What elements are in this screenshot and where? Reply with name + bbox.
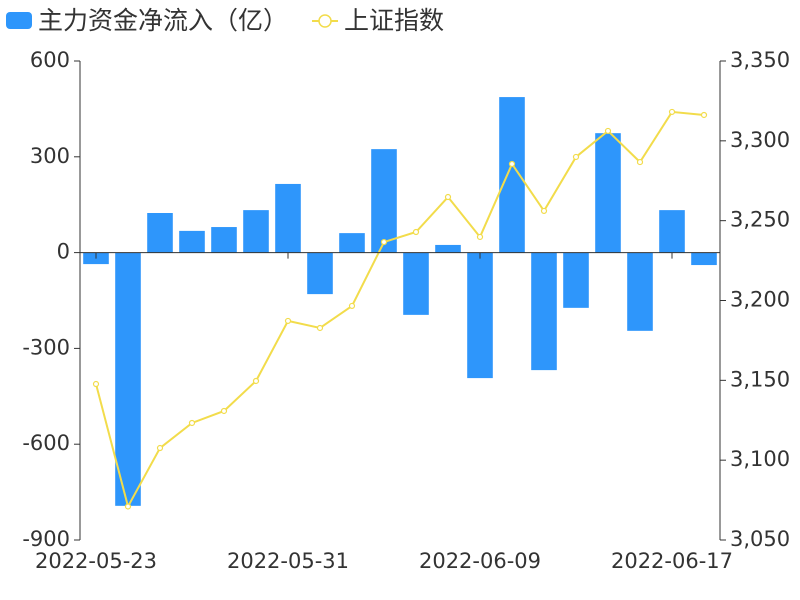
point (220, 407, 228, 415)
y-tick-label: -900 (22, 527, 70, 551)
bar (243, 210, 269, 253)
point (540, 207, 548, 215)
legend-label: 主力资金净流入（亿） (38, 6, 288, 35)
y-tick-label: 300 (30, 144, 70, 168)
x-tick-label: 2022-06-17 (611, 549, 733, 573)
bar (499, 97, 525, 253)
x-tick-label: 2022-06-09 (419, 549, 541, 573)
point (316, 324, 324, 332)
point (668, 108, 676, 116)
point (348, 302, 356, 310)
bar (179, 230, 205, 253)
y2-tick-label: 3,350 (730, 48, 790, 72)
point (380, 238, 388, 246)
bar (211, 227, 237, 253)
legend-swatch (318, 14, 332, 28)
point (604, 127, 612, 135)
bar (595, 133, 621, 253)
bar (531, 252, 557, 371)
point (700, 111, 708, 119)
point (188, 419, 196, 427)
point (92, 380, 100, 388)
y2-tick-label: 3,300 (730, 128, 790, 152)
point (412, 228, 420, 236)
y2-tick-label: 3,050 (730, 527, 790, 551)
y-tick-label: 600 (30, 48, 70, 72)
x-tick-label: 2022-05-31 (227, 549, 349, 573)
y2-tick-label: 3,200 (730, 288, 790, 312)
point (636, 158, 644, 166)
y2-tick-label: 3,100 (730, 447, 790, 471)
bar (435, 244, 461, 253)
bar (307, 252, 333, 295)
bar (371, 149, 397, 253)
legend-swatch (6, 12, 32, 29)
bar (147, 213, 173, 253)
point (156, 444, 164, 452)
point (444, 193, 452, 201)
y2-tick-label: 3,250 (730, 208, 790, 232)
legend-label: 上证指数 (344, 6, 444, 35)
bar (115, 252, 141, 506)
y2-tick-label: 3,150 (730, 367, 790, 391)
bar (659, 210, 685, 253)
y-tick-label: 0 (57, 240, 70, 264)
point (284, 317, 292, 325)
line (95, 110, 705, 510)
bar (691, 252, 717, 266)
point (508, 160, 516, 168)
point (572, 153, 580, 161)
bar (275, 183, 301, 253)
point (476, 233, 484, 241)
x-tick-label: 2022-05-23 (35, 549, 157, 573)
point (252, 377, 260, 385)
y-tick-label: -300 (22, 335, 70, 359)
bar (339, 233, 365, 253)
bar (467, 252, 493, 379)
bar (563, 252, 589, 308)
point (124, 503, 132, 510)
bar (403, 252, 429, 315)
bar (627, 252, 653, 331)
y-tick-label: -600 (22, 431, 70, 455)
